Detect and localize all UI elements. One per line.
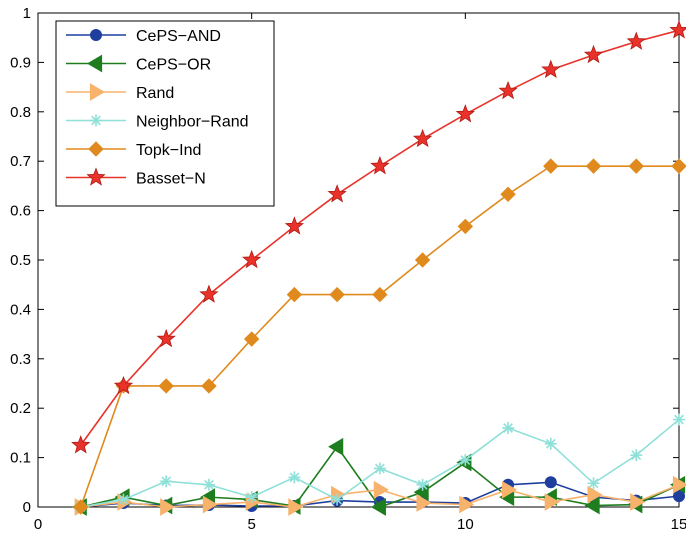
legend-item: Basset−N bbox=[66, 167, 206, 188]
data-point bbox=[544, 437, 557, 450]
data-point bbox=[459, 495, 475, 514]
legend-label: Topk−Ind bbox=[136, 142, 201, 159]
data-point bbox=[544, 476, 557, 489]
data-point bbox=[331, 493, 344, 506]
data-point bbox=[288, 498, 304, 516]
legend: CePS−AND CePS−OR Rand Neighbor−Rand Topk−Ind… bbox=[55, 20, 275, 207]
data-point bbox=[416, 494, 432, 512]
legend-label: CePS−AND bbox=[136, 28, 221, 45]
y-tick-label: 0.9 bbox=[10, 54, 31, 71]
data-point bbox=[71, 435, 91, 454]
data-point bbox=[202, 495, 218, 514]
data-point bbox=[587, 477, 600, 490]
legend-item: CePS−AND bbox=[66, 28, 221, 45]
data-point bbox=[370, 156, 390, 175]
y-tick-label: 0.4 bbox=[10, 301, 31, 318]
y-tick-label: 0.6 bbox=[10, 203, 31, 220]
data-point bbox=[156, 328, 176, 348]
y-tick-label: 0.8 bbox=[10, 104, 31, 121]
data-point bbox=[457, 218, 474, 235]
data-point bbox=[671, 158, 686, 174]
data-point bbox=[628, 158, 644, 174]
y-tick-label: 0.1 bbox=[10, 450, 31, 467]
legend-marker bbox=[86, 167, 106, 186]
data-point bbox=[160, 498, 176, 516]
legend-label: CePS−OR bbox=[136, 57, 211, 74]
y-tick-label: 0 bbox=[23, 499, 31, 516]
x-tick-label: 15 bbox=[671, 516, 686, 533]
x-tick-label: 0 bbox=[34, 516, 42, 533]
data-point bbox=[673, 413, 685, 426]
data-point bbox=[672, 475, 686, 494]
data-point bbox=[117, 493, 130, 506]
data-point bbox=[541, 59, 561, 79]
data-point bbox=[585, 158, 602, 174]
data-point bbox=[288, 471, 301, 484]
data-point bbox=[498, 80, 518, 100]
legend-marker bbox=[87, 54, 103, 73]
data-point bbox=[502, 421, 515, 434]
data-point bbox=[501, 480, 518, 499]
data-point bbox=[370, 498, 386, 516]
data-point bbox=[412, 128, 433, 148]
data-point bbox=[329, 286, 345, 303]
series-layer bbox=[71, 20, 686, 516]
data-point bbox=[459, 454, 472, 467]
legend-marker bbox=[90, 114, 102, 127]
data-point bbox=[630, 493, 646, 511]
data-point bbox=[373, 480, 389, 499]
data-point bbox=[673, 490, 685, 503]
legend-marker bbox=[89, 83, 105, 101]
legend-item: Neighbor−Rand bbox=[66, 114, 249, 131]
data-point bbox=[372, 286, 388, 303]
x-tick-label: 5 bbox=[247, 516, 255, 533]
legend-label: Basset−N bbox=[136, 171, 206, 188]
data-point bbox=[500, 186, 516, 203]
data-point bbox=[583, 44, 604, 64]
x-tick-label: 10 bbox=[457, 516, 474, 533]
data-point bbox=[630, 449, 643, 462]
data-point bbox=[243, 331, 260, 347]
y-tick-label: 0.7 bbox=[10, 153, 31, 170]
data-point bbox=[160, 475, 173, 488]
legend-item: CePS−OR bbox=[66, 54, 211, 74]
data-point bbox=[544, 493, 560, 511]
legend-label: Neighbor−Rand bbox=[136, 114, 249, 131]
legend-item: Topk−Ind bbox=[66, 141, 201, 159]
data-point bbox=[414, 252, 431, 268]
data-point bbox=[416, 478, 429, 491]
data-point bbox=[327, 184, 347, 203]
data-point bbox=[73, 499, 89, 515]
data-point bbox=[587, 485, 603, 504]
data-point bbox=[158, 378, 174, 394]
data-point bbox=[669, 20, 686, 39]
data-point bbox=[113, 375, 134, 395]
axes: 0 5 10 15 0 0.1 0.2 0.3 0.4 0.5 0.6 0.7 0.8 0.9 1 bbox=[10, 5, 686, 533]
legend-label: Rand bbox=[136, 85, 174, 102]
data-point bbox=[245, 491, 258, 504]
series-5 bbox=[71, 20, 686, 454]
data-point bbox=[413, 483, 429, 502]
y-tick-label: 0.2 bbox=[10, 400, 31, 417]
data-point bbox=[373, 462, 386, 475]
y-tick-label: 0.3 bbox=[10, 351, 31, 368]
legend-marker bbox=[88, 141, 104, 157]
data-point bbox=[328, 437, 344, 456]
data-point bbox=[455, 104, 475, 123]
legend-item: Rand bbox=[66, 83, 174, 102]
data-point bbox=[626, 31, 646, 50]
y-tick-label: 0.5 bbox=[10, 252, 31, 269]
data-point bbox=[242, 249, 262, 269]
data-point bbox=[202, 478, 215, 491]
data-point bbox=[543, 158, 559, 174]
data-point bbox=[286, 286, 303, 303]
y-tick-label: 1 bbox=[23, 5, 31, 22]
data-point bbox=[201, 378, 217, 394]
data-point bbox=[584, 496, 600, 515]
data-point bbox=[284, 216, 305, 235]
data-point bbox=[199, 284, 219, 303]
legend-marker bbox=[90, 29, 102, 41]
